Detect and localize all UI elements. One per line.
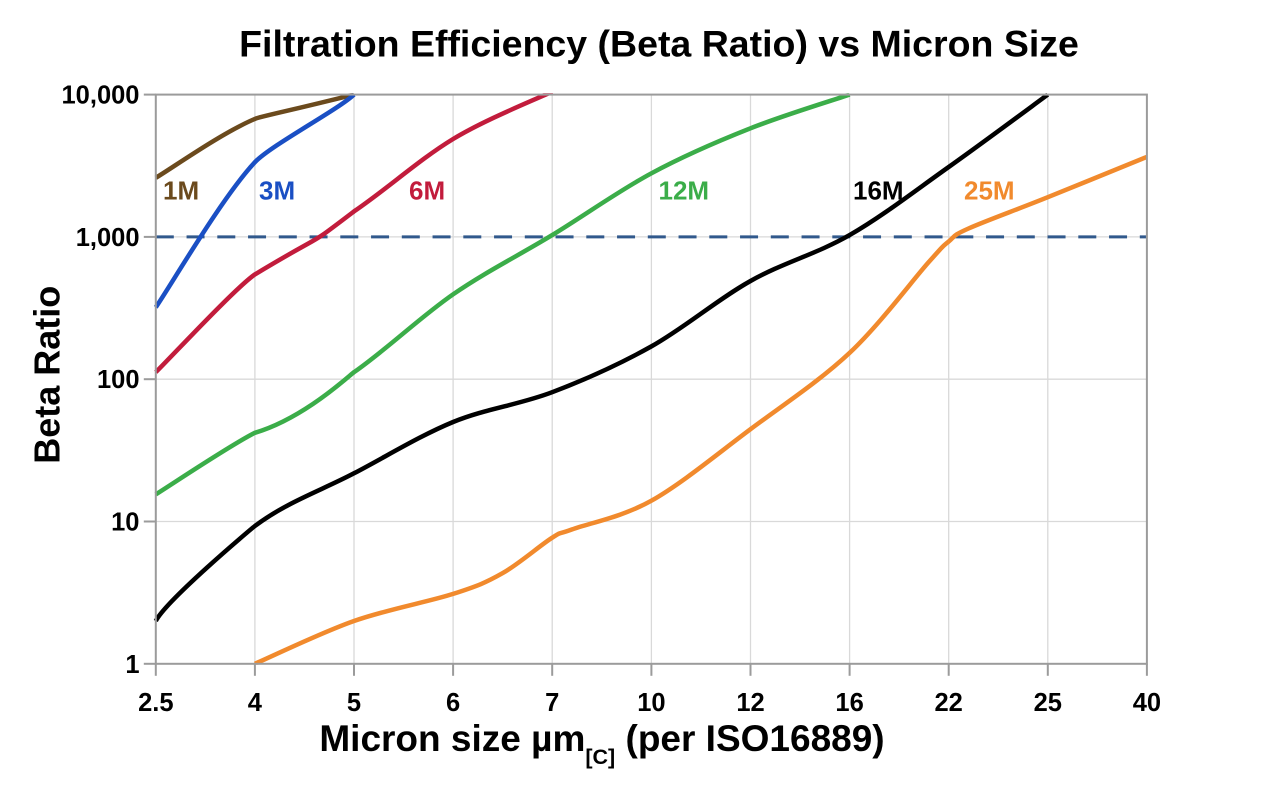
svg-text:10,000: 10,000 <box>62 82 140 110</box>
svg-text:2.5: 2.5 <box>138 689 173 717</box>
svg-text:16: 16 <box>835 689 863 717</box>
svg-text:6M: 6M <box>409 176 445 206</box>
svg-text:1: 1 <box>125 651 139 679</box>
svg-text:1,000: 1,000 <box>76 224 140 252</box>
svg-text:12M: 12M <box>659 176 710 206</box>
svg-text:25: 25 <box>1034 689 1062 717</box>
svg-text:16M: 16M <box>853 176 904 206</box>
svg-text:100: 100 <box>97 366 140 394</box>
svg-text:25M: 25M <box>964 176 1015 206</box>
svg-text:1M: 1M <box>163 176 199 206</box>
svg-text:12: 12 <box>736 689 764 717</box>
svg-text:10: 10 <box>111 509 139 537</box>
svg-text:22: 22 <box>935 689 963 717</box>
svg-text:3M: 3M <box>259 176 295 206</box>
svg-text:Filtration Efficiency (Beta Ra: Filtration Efficiency (Beta Ratio) vs Mi… <box>239 23 1079 65</box>
svg-text:6: 6 <box>446 689 460 717</box>
svg-text:40: 40 <box>1133 689 1161 717</box>
svg-text:Beta Ratio: Beta Ratio <box>26 286 67 464</box>
svg-text:5: 5 <box>347 689 361 717</box>
svg-text:7: 7 <box>545 689 559 717</box>
svg-text:4: 4 <box>248 689 263 717</box>
svg-text:10: 10 <box>637 689 665 717</box>
